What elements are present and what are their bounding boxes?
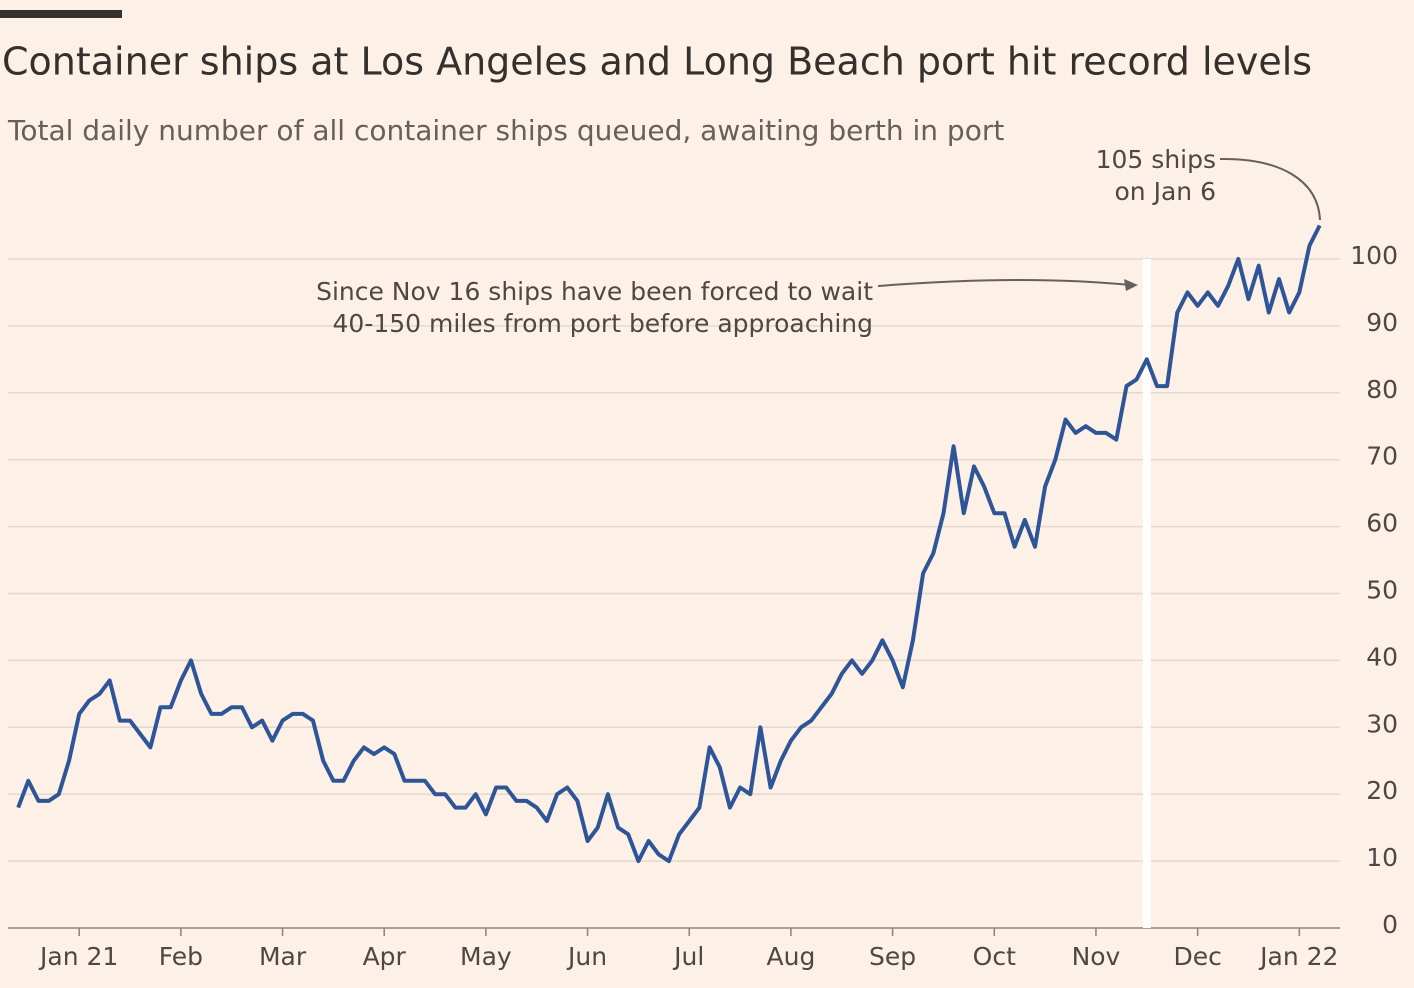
- x-tick-label: Oct: [973, 942, 1016, 971]
- annotation-arrow: [1219, 157, 1321, 221]
- data-line: [16, 224, 1322, 864]
- x-tick-label: Jul: [672, 942, 704, 971]
- x-tick-label: Nov: [1072, 942, 1121, 971]
- highlight-band: [1142, 259, 1151, 928]
- y-tick-label: 90: [1366, 308, 1398, 337]
- annotation: Since Nov 16 ships have been forced to w…: [316, 277, 873, 306]
- chart-subtitle: Total daily number of all container ship…: [7, 114, 1004, 147]
- chart-title: Container ships at Los Angeles and Long …: [2, 40, 1312, 84]
- y-tick-label: 100: [1350, 241, 1398, 270]
- y-tick-label: 40: [1366, 642, 1398, 671]
- y-tick-label: 10: [1366, 843, 1398, 872]
- x-tick-label: Feb: [159, 942, 203, 971]
- x-tick-label: Jan 22: [1258, 942, 1338, 971]
- annotation: 105 ships: [1096, 145, 1216, 174]
- title-bar: [0, 10, 122, 18]
- plot: 0 10 20 30 40 50 60 70 80 90 100 Jan 21 Feb Mar Apr May…: [8, 224, 1398, 971]
- y-tick-label: 0: [1382, 910, 1398, 939]
- annotation: 40-150 miles from port before approachin…: [333, 309, 873, 338]
- x-tick-label: Jan 21: [38, 942, 118, 971]
- y-tick-label: 30: [1366, 709, 1398, 738]
- y-tick-label: 50: [1366, 576, 1398, 605]
- annotation: on Jan 6: [1115, 177, 1216, 206]
- arrow-head: [1124, 279, 1138, 291]
- x-tick-label: Jun: [566, 942, 607, 971]
- x-tick-label: May: [460, 942, 512, 971]
- x-tick-label: Sep: [869, 942, 916, 971]
- y-tick-label: 70: [1366, 442, 1398, 471]
- x-tick-label: Dec: [1173, 942, 1221, 971]
- y-tick-label: 60: [1366, 509, 1398, 538]
- y-tick-label: 80: [1366, 375, 1398, 404]
- x-tick-label: Aug: [767, 942, 816, 971]
- x-tick-label: Mar: [259, 942, 307, 971]
- x-tick-label: Apr: [363, 942, 407, 971]
- annotation-arrow: [877, 278, 1131, 287]
- y-tick-label: 20: [1366, 776, 1398, 805]
